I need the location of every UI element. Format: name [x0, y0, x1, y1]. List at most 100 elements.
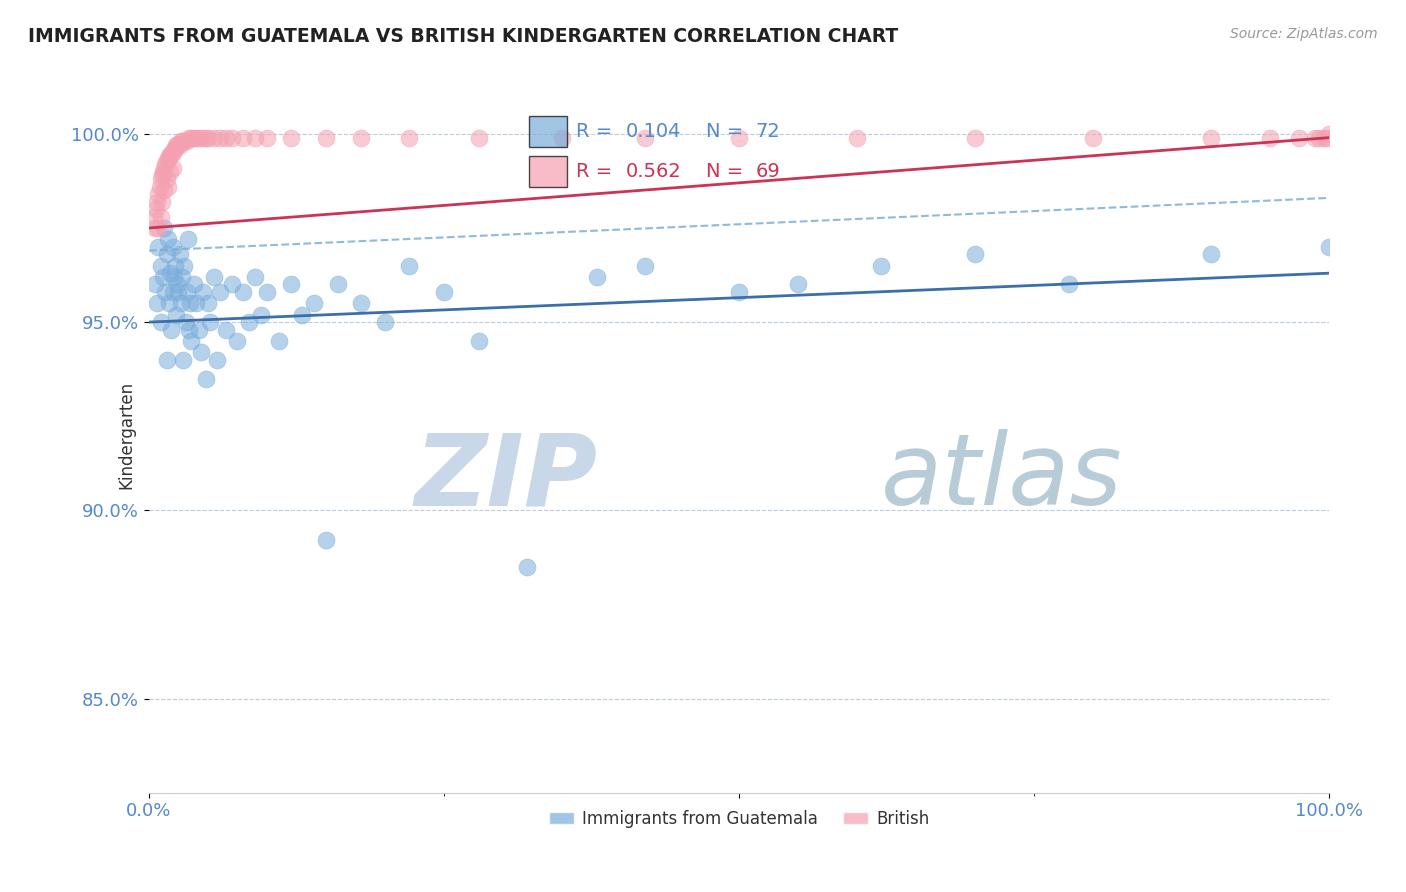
Text: IMMIGRANTS FROM GUATEMALA VS BRITISH KINDERGARTEN CORRELATION CHART: IMMIGRANTS FROM GUATEMALA VS BRITISH KIN…	[28, 27, 898, 45]
Point	[170, 135, 193, 149]
Point	[256, 285, 278, 299]
Point	[194, 371, 217, 385]
Point	[207, 352, 229, 367]
Point	[197, 130, 219, 145]
Point	[214, 323, 236, 337]
Point	[845, 130, 868, 145]
Text: atlas: atlas	[880, 429, 1122, 526]
Point	[187, 323, 209, 337]
Point	[162, 161, 184, 175]
Point	[183, 277, 205, 292]
Point	[169, 138, 191, 153]
Point	[156, 247, 179, 261]
Point	[232, 130, 254, 145]
Point	[152, 269, 174, 284]
Point	[963, 130, 986, 145]
Point	[170, 269, 193, 284]
Point	[1258, 130, 1281, 145]
Point	[162, 145, 184, 160]
Point	[163, 269, 186, 284]
Point	[398, 259, 420, 273]
Point	[350, 296, 373, 310]
Point	[191, 130, 214, 145]
Text: N =: N =	[706, 121, 749, 141]
Point	[159, 149, 181, 163]
Point	[156, 352, 179, 367]
Point	[551, 130, 574, 145]
Point	[238, 315, 260, 329]
Point	[1199, 130, 1222, 145]
Text: R =: R =	[576, 161, 619, 181]
Point	[468, 130, 491, 145]
Point	[180, 334, 202, 348]
Point	[586, 269, 609, 284]
Text: ZIP: ZIP	[415, 429, 598, 526]
Point	[728, 130, 751, 145]
Text: 72: 72	[755, 121, 780, 141]
Point	[197, 296, 219, 310]
Point	[148, 221, 170, 235]
Point	[177, 232, 200, 246]
Point	[173, 259, 195, 273]
Point	[208, 285, 231, 299]
Point	[156, 172, 179, 186]
Point	[1317, 240, 1340, 254]
Point	[150, 169, 173, 183]
Point	[291, 308, 314, 322]
Point	[142, 210, 165, 224]
Point	[177, 323, 200, 337]
Point	[256, 130, 278, 145]
Point	[145, 202, 167, 217]
FancyBboxPatch shape	[530, 156, 567, 187]
Text: 0.104: 0.104	[626, 121, 681, 141]
Point	[183, 130, 205, 145]
Point	[250, 308, 273, 322]
Point	[187, 130, 209, 145]
Point	[172, 352, 194, 367]
Point	[787, 277, 810, 292]
Point	[515, 559, 537, 574]
Point	[179, 296, 201, 310]
Point	[398, 130, 420, 145]
Point	[143, 277, 166, 292]
Text: Source: ZipAtlas.com: Source: ZipAtlas.com	[1230, 27, 1378, 41]
Point	[280, 277, 302, 292]
Point	[149, 179, 172, 194]
Point	[160, 145, 183, 160]
Point	[152, 164, 174, 178]
Point	[163, 142, 186, 156]
Point	[159, 266, 181, 280]
Point	[963, 247, 986, 261]
Point	[176, 135, 198, 149]
Point	[163, 259, 186, 273]
Point	[208, 130, 231, 145]
Point	[155, 157, 177, 171]
Point	[1059, 277, 1081, 292]
Point	[149, 315, 172, 329]
FancyBboxPatch shape	[530, 116, 567, 147]
Point	[221, 277, 243, 292]
Point	[633, 259, 655, 273]
Point	[156, 232, 179, 246]
Point	[214, 130, 236, 145]
Point	[165, 308, 187, 322]
Point	[159, 164, 181, 178]
Point	[190, 345, 212, 359]
Point	[160, 323, 183, 337]
Point	[162, 285, 184, 299]
Point	[1315, 130, 1337, 145]
Point	[157, 149, 180, 163]
Point	[156, 153, 179, 168]
Point	[433, 285, 456, 299]
Point	[177, 130, 200, 145]
Point	[153, 161, 176, 175]
Point	[186, 130, 208, 145]
Point	[728, 285, 751, 299]
Point	[374, 315, 396, 329]
Point	[149, 172, 172, 186]
Point	[148, 187, 170, 202]
Point	[267, 334, 290, 348]
Point	[155, 285, 177, 299]
Point	[315, 533, 337, 548]
Point	[173, 135, 195, 149]
